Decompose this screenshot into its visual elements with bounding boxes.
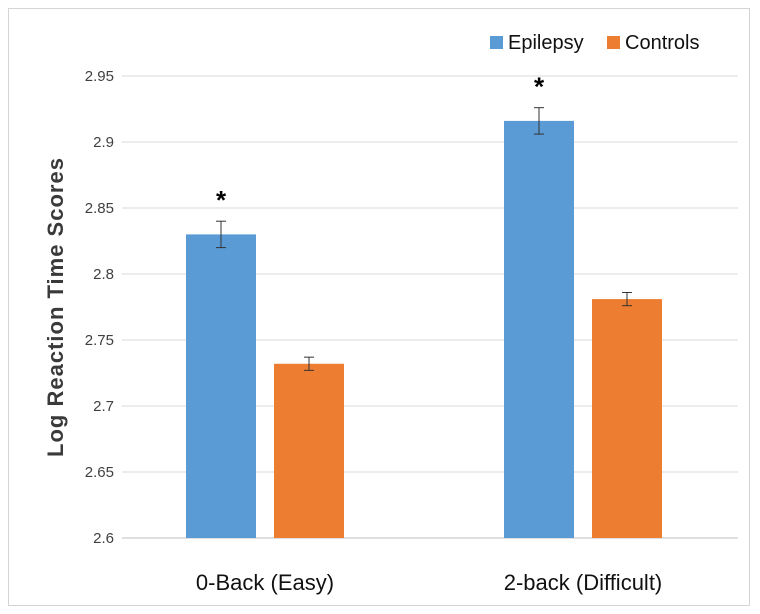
bars: ** — [186, 72, 662, 538]
legend-label-epilepsy: Epilepsy — [508, 32, 584, 54]
y-tick-label: 2.95 — [85, 68, 114, 85]
y-tick-label: 2.8 — [93, 266, 114, 283]
bar-controls — [274, 363, 344, 538]
y-tick-label: 2.65 — [85, 464, 114, 481]
legend-swatch-controls — [607, 36, 620, 49]
legend-swatch-epilepsy — [490, 36, 503, 49]
x-category-label: 0-Back (Easy) — [196, 570, 334, 595]
y-axis-ticks: 2.6 2.65 2.7 2.75 2.8 2.85 2.9 2.95 — [85, 68, 114, 547]
y-axis-label: Log Reaction Time Scores — [43, 157, 68, 457]
bar-epilepsy — [186, 234, 256, 538]
bar-epilepsy — [504, 120, 574, 538]
x-axis-labels: 0-Back (Easy) 2-back (Difficult) — [196, 570, 662, 595]
significance-marker: * — [534, 72, 545, 102]
significance-marker: * — [216, 185, 227, 215]
x-category-label: 2-back (Difficult) — [504, 570, 663, 595]
y-tick-label: 2.9 — [93, 134, 114, 151]
y-tick-label: 2.7 — [93, 398, 114, 415]
legend: Epilepsy Controls — [490, 32, 699, 54]
legend-label-controls: Controls — [625, 32, 699, 54]
y-tick-label: 2.75 — [85, 332, 114, 349]
y-tick-label: 2.85 — [85, 200, 114, 217]
bar-controls — [592, 299, 662, 538]
y-tick-label: 2.6 — [93, 530, 114, 547]
